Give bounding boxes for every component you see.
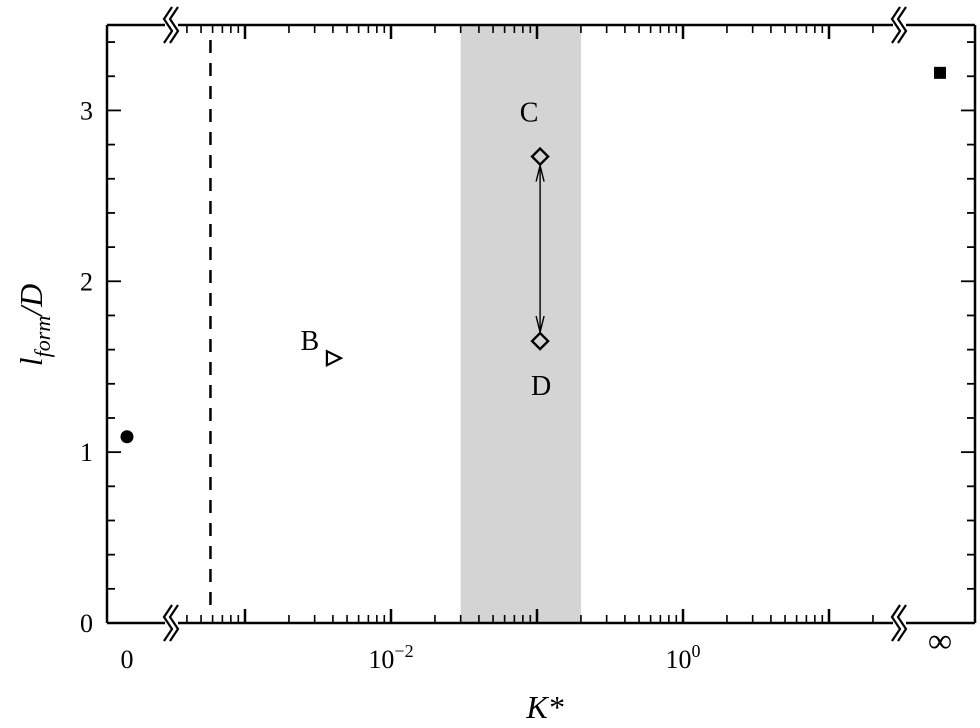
shaded-band: [460, 25, 581, 623]
data-point-diamond: [530, 146, 550, 167]
data-point-circle: [120, 430, 134, 444]
point-label-C: C: [520, 98, 539, 129]
x-tick-label: ∞: [928, 623, 952, 660]
axis-break-mark: [168, 604, 180, 642]
y-axis-label: lform/D: [13, 284, 55, 366]
x-tick-label: 100: [666, 641, 701, 674]
axis-break-mark: [162, 604, 174, 642]
data-point-triangle: [325, 349, 344, 367]
axis-break-mark: [896, 604, 908, 642]
data-point-diamond: [530, 331, 550, 351]
x-axis-label: K*: [525, 689, 563, 725]
x-tick-label: 0: [121, 645, 134, 674]
y-tick-label: 2: [80, 267, 93, 296]
axis-break-mark: [890, 604, 902, 642]
point-label-B: B: [301, 326, 320, 357]
y-tick-label: 0: [80, 609, 93, 638]
point-label-D: D: [531, 371, 551, 402]
axis-break-mark: [168, 6, 180, 44]
y-tick-label: 1: [80, 438, 93, 467]
data-point-square: [934, 66, 946, 79]
axis-break-mark: [162, 6, 174, 44]
axis-break-mark: [890, 6, 902, 44]
y-tick-label: 3: [80, 96, 93, 125]
axis-break-mark: [896, 6, 908, 44]
x-tick-label: 10−2: [368, 641, 413, 674]
